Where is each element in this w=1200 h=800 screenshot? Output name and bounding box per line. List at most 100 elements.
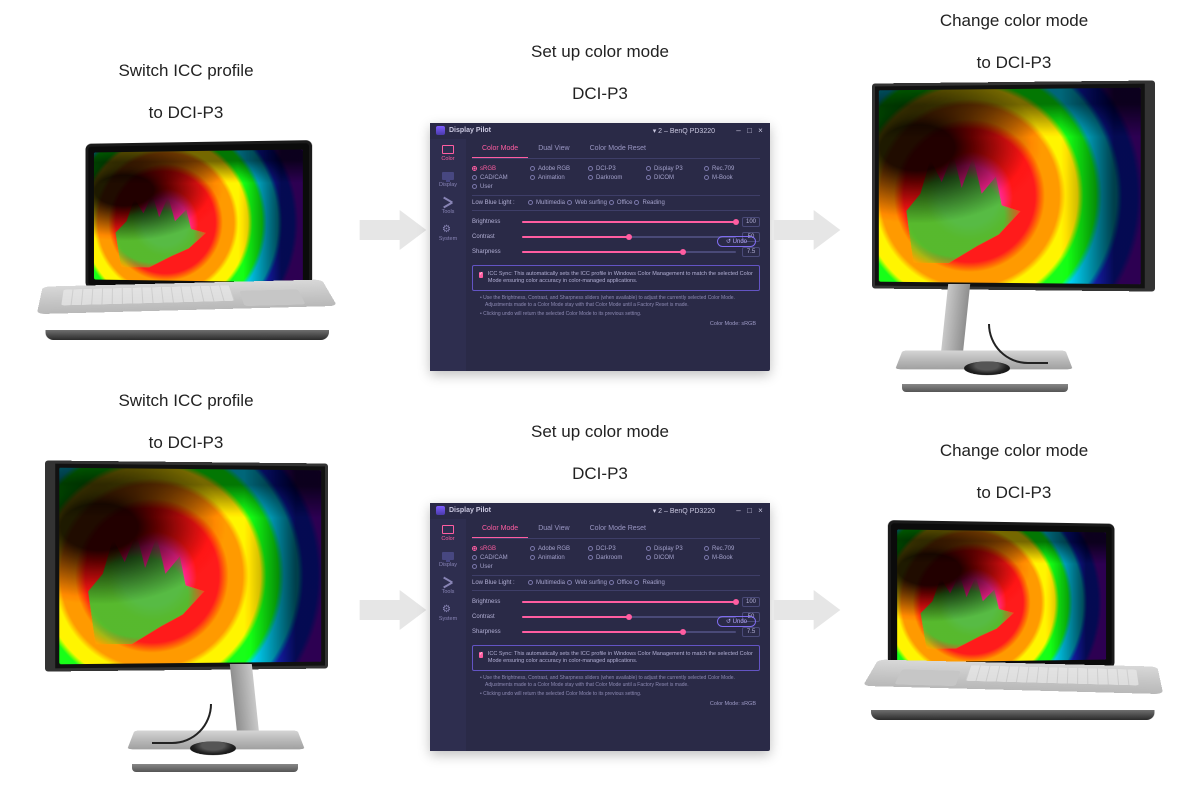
undo-button[interactable]: ↺ Undo xyxy=(717,236,756,247)
mode-label: Adobe RGB xyxy=(538,546,570,552)
step-label-line2: to DCI-P3 xyxy=(149,103,224,122)
color-mode-option[interactable]: M-Book xyxy=(704,175,760,181)
color-mode-option[interactable]: User xyxy=(472,564,528,570)
panel-main: Color ModeDual ViewColor Mode Reset sRGB… xyxy=(466,519,770,751)
lowblue-option[interactable]: Reading xyxy=(634,580,664,586)
color-mode-option[interactable]: Animation xyxy=(530,555,586,561)
panel-tab[interactable]: Dual View xyxy=(528,523,579,538)
arrow-icon xyxy=(772,210,842,250)
radio-icon xyxy=(588,166,593,171)
laptop-keyboard xyxy=(965,665,1138,685)
maximize-button[interactable]: □ xyxy=(746,507,753,515)
slider-thumb[interactable] xyxy=(680,249,686,255)
slider-row: Sharpness 7.5 xyxy=(472,247,760,257)
color-mode-option[interactable]: CAD/CAM xyxy=(472,175,528,181)
panel-tab[interactable]: Dual View xyxy=(528,143,579,158)
color-mode-option[interactable]: DICOM xyxy=(646,175,702,181)
color-mode-option[interactable]: Adobe RGB xyxy=(530,546,586,552)
lowblue-option[interactable]: Web surfing xyxy=(567,200,607,206)
device-selector[interactable]: ▾ 2 – BenQ PD3220 xyxy=(653,127,715,135)
sidebar-item-display[interactable]: Display xyxy=(439,172,457,188)
slider-thumb[interactable] xyxy=(733,599,739,605)
color-mode-option[interactable]: Darkroom xyxy=(588,555,644,561)
slider-thumb[interactable] xyxy=(680,629,686,635)
color-mode-option[interactable]: Rec.709 xyxy=(704,166,760,172)
panel-tab[interactable]: Color Mode Reset xyxy=(580,143,656,158)
color-mode-option[interactable]: Display P3 xyxy=(646,546,702,552)
color-mode-option[interactable]: Rec.709 xyxy=(704,546,760,552)
step-label-line1: Set up color mode xyxy=(531,422,669,441)
slider-thumb[interactable] xyxy=(626,614,632,620)
color-mode-option[interactable]: DICOM xyxy=(646,555,702,561)
panel-sidebar: Color Display Tools System xyxy=(430,139,466,371)
slider-track[interactable] xyxy=(522,221,736,223)
sidebar-item-tools[interactable]: Tools xyxy=(442,198,455,215)
icc-sync-box: ICC Sync: This automatically sets the IC… xyxy=(472,645,760,672)
undo-button[interactable]: ↺ Undo xyxy=(717,616,756,627)
icc-checkbox[interactable] xyxy=(479,652,483,658)
step-label: Set up color mode DCI-P3 xyxy=(531,20,669,105)
sidebar-item-display[interactable]: Display xyxy=(439,552,457,568)
lowblue-row: Low Blue Light : MultimediaWeb surfingOf… xyxy=(472,575,760,590)
hotkey-puck xyxy=(963,361,1011,375)
slider-thumb[interactable] xyxy=(626,234,632,240)
lowblue-option[interactable]: Multimedia xyxy=(528,200,565,206)
panel-tab[interactable]: Color Mode xyxy=(472,523,528,538)
color-mode-option[interactable]: sRGB xyxy=(472,166,528,172)
color-mode-option[interactable]: Display P3 xyxy=(646,166,702,172)
color-mode-option[interactable]: CAD/CAM xyxy=(472,555,528,561)
close-button[interactable]: × xyxy=(757,507,764,515)
step-label-line1: Change color mode xyxy=(940,11,1088,30)
slider-value: 7.5 xyxy=(742,627,760,637)
lowblue-option[interactable]: Office xyxy=(609,200,633,206)
slider-track[interactable] xyxy=(522,616,736,618)
monitor-base-front xyxy=(132,764,298,772)
slider-track[interactable] xyxy=(522,236,736,238)
lowblue-option[interactable]: Office xyxy=(609,580,633,586)
lowblue-option[interactable]: Web surfing xyxy=(567,580,607,586)
color-mode-option[interactable]: DCI-P3 xyxy=(588,166,644,172)
sidebar-item-color[interactable]: Color xyxy=(441,145,454,162)
slider-thumb[interactable] xyxy=(733,219,739,225)
lowblue-option[interactable]: Multimedia xyxy=(528,580,565,586)
color-mode-option[interactable]: Animation xyxy=(530,175,586,181)
radio-icon xyxy=(472,166,477,171)
sidebar-item-system[interactable]: System xyxy=(439,605,457,622)
color-mode-option[interactable]: DCI-P3 xyxy=(588,546,644,552)
minimize-button[interactable]: – xyxy=(735,127,742,135)
footer-mode: Color Mode: sRGB xyxy=(472,700,760,710)
maximize-button[interactable]: □ xyxy=(746,127,753,135)
lowblue-label: Web surfing xyxy=(575,200,607,206)
sidebar-label: Tools xyxy=(442,209,455,215)
color-mode-option[interactable]: sRGB xyxy=(472,546,528,552)
sidebar-item-color[interactable]: Color xyxy=(441,525,454,542)
monitor-device xyxy=(36,462,336,782)
gear-icon xyxy=(442,225,454,234)
color-mode-option[interactable]: User xyxy=(472,184,528,190)
step-switch-icc: Switch ICC profile to DCI-P3 xyxy=(26,39,346,352)
color-mode-option[interactable]: Darkroom xyxy=(588,175,644,181)
icc-checkbox[interactable] xyxy=(479,272,483,278)
color-mode-option[interactable]: Adobe RGB xyxy=(530,166,586,172)
sidebar-item-system[interactable]: System xyxy=(439,225,457,242)
slider-track[interactable] xyxy=(522,631,736,633)
color-splash-image xyxy=(59,467,321,664)
device-selector[interactable]: ▾ 2 – BenQ PD3220 xyxy=(653,507,715,515)
laptop-device xyxy=(41,142,331,352)
color-mode-option[interactable]: M-Book xyxy=(704,555,760,561)
app-title: Display Pilot xyxy=(449,507,491,514)
panel-tab[interactable]: Color Mode Reset xyxy=(580,523,656,538)
radio-icon xyxy=(472,184,477,189)
panel-main: Color ModeDual ViewColor Mode Reset sRGB… xyxy=(466,139,770,371)
mode-label: M-Book xyxy=(712,175,733,181)
slider-fill xyxy=(522,251,683,253)
minimize-button[interactable]: – xyxy=(735,507,742,515)
sidebar-item-tools[interactable]: Tools xyxy=(442,578,455,595)
lowblue-option[interactable]: Reading xyxy=(634,200,664,206)
slider-track[interactable] xyxy=(522,251,736,253)
color-mode-grid: sRGB Adobe RGB DCI-P3Display P3Rec.709 CAD/… xyxy=(472,539,760,575)
slider-track[interactable] xyxy=(522,601,736,603)
close-button[interactable]: × xyxy=(757,127,764,135)
lowblue-label: Office xyxy=(617,200,633,206)
panel-tab[interactable]: Color Mode xyxy=(472,143,528,158)
